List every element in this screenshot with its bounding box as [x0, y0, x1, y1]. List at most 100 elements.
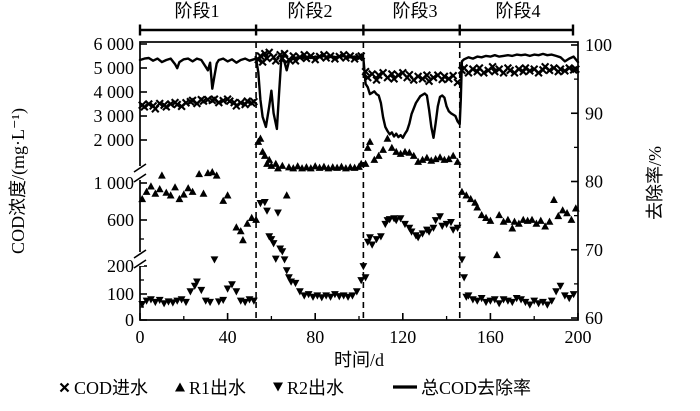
r1-effluent-point	[422, 153, 431, 161]
cod-influent-point	[545, 66, 554, 75]
r1-effluent-point	[282, 191, 291, 199]
cod-influent-point	[468, 65, 478, 74]
r1-effluent-point	[493, 250, 501, 259]
y-left-tick-label: 4 000	[94, 82, 135, 102]
r1-effluent-point	[541, 222, 550, 230]
cod-influent-point	[249, 97, 259, 106]
y-left-tick-label: 0	[125, 310, 134, 330]
r1-effluent-point	[195, 169, 204, 178]
r2-effluent-point	[241, 298, 250, 307]
cod-influent-point	[374, 71, 383, 80]
cod-influent-point	[571, 65, 580, 74]
r1-effluent-point	[199, 189, 208, 197]
legend-marker-line-icon	[393, 385, 418, 389]
r2-effluent-point	[182, 298, 190, 307]
r2-effluent-point	[361, 274, 370, 282]
r2-effluent-point	[278, 248, 287, 256]
r1-effluent-point	[514, 219, 523, 227]
r2-effluent-point	[331, 291, 339, 299]
total-cod-removal-rate-line	[138, 52, 580, 140]
r2-effluent-point	[565, 295, 574, 303]
r2-effluent-point	[366, 234, 374, 242]
r1-effluent-point	[243, 219, 252, 227]
r2-effluent-point	[447, 219, 455, 227]
r2-effluent-point	[160, 300, 168, 308]
cod-influent-point	[256, 51, 265, 61]
y-right-tick-label: 60	[585, 308, 603, 328]
y-left-tick-label: 3 000	[94, 106, 135, 126]
r2-effluent-point	[429, 224, 438, 232]
r1-effluent-point	[550, 195, 558, 203]
phase-label-3: 阶段3	[393, 1, 438, 21]
r2-effluent-point	[271, 255, 280, 263]
r1-effluent-point	[184, 184, 193, 192]
cod-influent-point	[155, 99, 164, 108]
r1-effluent-point	[147, 182, 155, 190]
r2-effluent-point	[547, 297, 556, 305]
cod-influent-point	[449, 71, 458, 80]
y-right-axis-title: 去除率/%	[645, 146, 665, 220]
r2-effluent-point	[552, 288, 560, 296]
r1-effluent-point	[232, 223, 241, 231]
r2-effluent-point	[377, 233, 385, 241]
legend-label: COD进水	[74, 378, 149, 398]
cod-influent-point	[505, 66, 515, 75]
r2-effluent-point	[186, 288, 195, 296]
y-left-tick-label: 1 000	[94, 173, 135, 193]
r2-effluent-point	[280, 256, 289, 264]
r1-effluent-point	[453, 157, 462, 165]
r2-effluent-point	[517, 296, 525, 304]
cod-influent-point	[521, 63, 530, 73]
y-left-axis-break-slash	[133, 163, 147, 173]
r1-effluent-point	[462, 191, 471, 199]
r2-effluent-point	[274, 209, 282, 217]
y-left-tick-label: 2 000	[94, 130, 135, 150]
cod-influent-point	[173, 100, 182, 109]
cod-influent-point	[367, 69, 377, 79]
cod-influent-point	[280, 49, 289, 58]
r1-effluent-point	[528, 215, 536, 223]
y-left-axis-break-slash	[133, 249, 147, 259]
r1-effluent-point	[532, 219, 541, 227]
r2-effluent-point	[267, 236, 276, 244]
r1-effluent-point	[499, 217, 508, 225]
r2-effluent-point	[151, 298, 160, 307]
x-axis-tick-label: 200	[565, 327, 592, 347]
r1-effluent-point	[477, 210, 486, 219]
r2-effluent-point	[168, 299, 177, 307]
r2-effluent-point	[282, 267, 291, 275]
r1-effluent-point	[504, 215, 512, 223]
y-left-axis-title: COD浓度/(mg·L⁻¹)	[8, 108, 29, 254]
r2-effluent-point	[458, 256, 466, 264]
r1-effluent-point	[392, 147, 401, 155]
r1-effluent-point	[370, 155, 379, 163]
cod-influent-point	[394, 71, 403, 80]
r1-effluent-point	[414, 157, 423, 165]
r1-effluent-point	[396, 149, 405, 157]
cod-influent-point	[422, 71, 432, 80]
r1-effluent-point	[188, 187, 197, 195]
r2-effluent-point	[464, 292, 473, 300]
r1-effluent-point	[158, 171, 166, 179]
r2-effluent-point	[449, 226, 458, 234]
r1-effluent-point	[256, 134, 265, 142]
r2-effluent-point	[438, 222, 447, 230]
r2-effluent-point	[228, 281, 236, 289]
y-right-tick-label: 90	[585, 103, 603, 123]
r1-effluent-point	[554, 211, 563, 220]
r2-effluent-point	[155, 296, 164, 305]
r2-effluent-point	[214, 298, 223, 306]
r2-effluent-point	[508, 298, 517, 307]
legend-label: 总COD去除率	[421, 378, 532, 398]
r2-effluent-point	[142, 297, 151, 305]
legend-label: R1出水	[189, 378, 247, 398]
cod-influent-point	[243, 96, 252, 106]
r1-effluent-point	[508, 224, 517, 232]
cod-influent-point	[525, 66, 534, 76]
r1-effluent-point	[444, 154, 453, 163]
y-left-axis-break-gap	[136, 166, 144, 180]
r1-effluent-point	[366, 137, 374, 145]
r2-effluent-point	[285, 274, 293, 282]
cod-influent-point	[262, 54, 272, 63]
r1-effluent-point	[171, 183, 179, 191]
